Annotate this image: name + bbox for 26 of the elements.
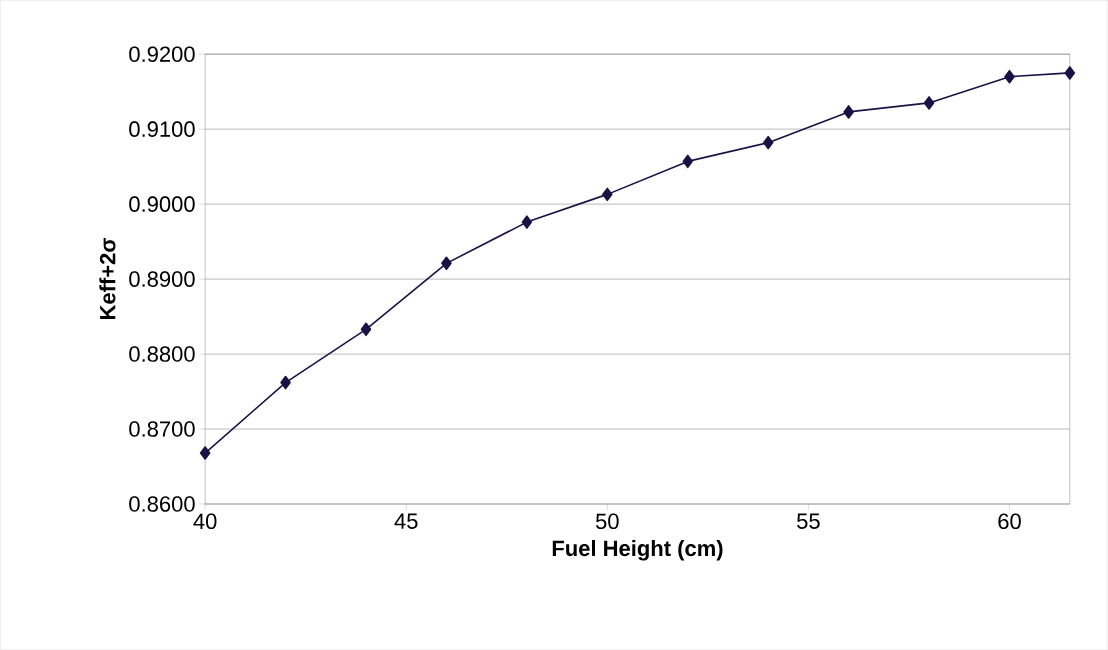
- point: [441, 256, 452, 271]
- y-tick-label: 0.8700: [129, 421, 195, 437]
- x-axis-title: Fuel Height (cm): [552, 539, 723, 561]
- y-tick-label: 0.8600: [129, 496, 195, 512]
- point: [923, 96, 935, 110]
- y-axis-title: Keff+2σ: [99, 238, 116, 319]
- x-tick-label: 50: [595, 513, 619, 530]
- point: [682, 154, 694, 169]
- point: [521, 215, 533, 229]
- point: [360, 322, 372, 337]
- y-tick-label: 0.9100: [129, 121, 195, 137]
- x-tick-label: 60: [998, 513, 1021, 530]
- y-tick-label: 0.9200: [129, 46, 195, 62]
- y-tick-label: 0.8800: [129, 346, 195, 362]
- x-tick-label: 55: [797, 513, 820, 529]
- point: [602, 187, 613, 202]
- point: [199, 446, 211, 460]
- point: [1004, 69, 1015, 84]
- y-tick-label: 0.9000: [129, 196, 195, 212]
- x-tick-label: 40: [193, 513, 217, 530]
- point: [762, 135, 774, 150]
- point: [843, 105, 854, 119]
- x-tick-label: 45: [394, 513, 418, 529]
- point: [280, 375, 291, 390]
- point: [1064, 66, 1076, 80]
- y-tick-label: 0.8900: [129, 271, 195, 287]
